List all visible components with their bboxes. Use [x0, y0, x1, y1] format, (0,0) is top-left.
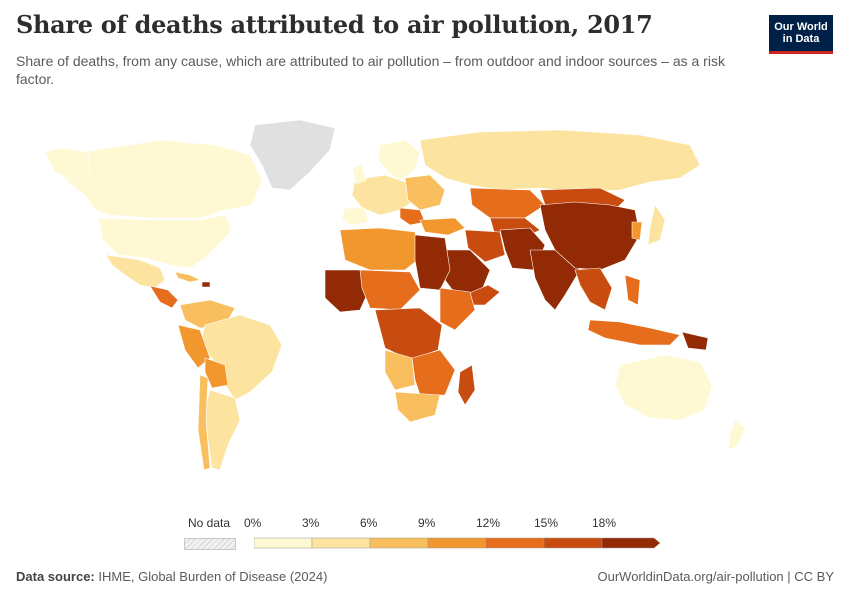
region-iberia: [341, 207, 369, 226]
footer-source: Data source: IHME, Global Burden of Dise…: [16, 569, 327, 584]
region-australia: [614, 354, 713, 421]
region-mainland-sea: [574, 267, 613, 311]
region-peru: [177, 324, 211, 369]
region-canada: [59, 139, 263, 219]
chart-subtitle: Share of deaths, from any cause, which a…: [16, 53, 725, 87]
region-bolivia: [204, 357, 229, 389]
region-japan: [647, 204, 666, 246]
region-turkey: [419, 217, 466, 236]
region-kazakhstan: [469, 187, 546, 219]
region-greenland: [249, 119, 336, 191]
owid-logo[interactable]: Our World in Data: [769, 15, 833, 54]
legend-bin-4[interactable]: [485, 537, 545, 549]
region-philippines: [624, 274, 641, 306]
region-russia: [419, 129, 701, 193]
world-map[interactable]: [0, 110, 850, 510]
region-uk: [351, 164, 367, 185]
footer-source-text[interactable]: IHME, Global Burden of Disease (2024): [98, 569, 328, 584]
region-egypt-sudan: [414, 234, 451, 291]
legend-color-bar: [254, 537, 661, 549]
region-usa: [97, 214, 233, 269]
legend-no-data-swatch[interactable]: [184, 538, 236, 550]
region-east-southern-africa: [411, 349, 456, 396]
region-balkans: [399, 207, 426, 226]
legend-tick-9: 9%: [418, 516, 436, 530]
legend-bin-5[interactable]: [543, 537, 603, 549]
region-eastern-europe: [404, 174, 446, 211]
footer-source-label: Data source:: [16, 569, 95, 584]
region-central-africa: [374, 307, 443, 361]
region-madagascar: [457, 364, 476, 406]
legend-bin-0[interactable]: [254, 537, 313, 549]
region-central-america: [149, 285, 179, 309]
legend-bin-6[interactable]: [601, 537, 661, 549]
region-scandinavia: [377, 139, 421, 181]
legend-bin-2[interactable]: [369, 537, 429, 549]
region-new-zealand: [727, 419, 746, 451]
legend-tick-3: 3%: [302, 516, 320, 530]
region-papua-new-guinea: [681, 331, 709, 351]
logo-line-1: Our World: [774, 21, 828, 33]
footer-credit[interactable]: OurWorldinData.org/air-pollution | CC BY: [597, 569, 834, 584]
region-iran: [464, 229, 506, 263]
legend-tick-6: 6%: [360, 516, 378, 530]
legend-tick-18: 18%: [592, 516, 617, 530]
region-sahel: [359, 269, 421, 311]
region-chile: [197, 374, 211, 471]
legend-tick-12: 12%: [476, 516, 501, 530]
legend-no-data-label: No data: [188, 516, 231, 530]
region-alaska: [44, 147, 91, 181]
map-legend: No data 0% 3% 6% 9% 12% 15% 18%: [180, 516, 680, 556]
legend-tick-0: 0%: [244, 516, 262, 530]
logo-line-2: in Data: [782, 33, 820, 45]
region-north-africa: [339, 227, 421, 271]
chart-title: Share of deaths attributed to air pollut…: [16, 10, 653, 39]
region-horn-africa: [439, 287, 476, 331]
legend-bin-1[interactable]: [311, 537, 371, 549]
legend-bin-3[interactable]: [427, 537, 487, 549]
region-angola: [384, 349, 416, 391]
region-indonesia: [587, 319, 681, 346]
region-caribbean: [174, 271, 201, 283]
region-korea: [631, 221, 643, 241]
region-china: [539, 201, 641, 271]
legend-tick-15: 15%: [534, 516, 559, 530]
region-haiti: [201, 281, 211, 288]
region-argentina: [204, 389, 241, 471]
region-south-africa: [394, 391, 441, 423]
